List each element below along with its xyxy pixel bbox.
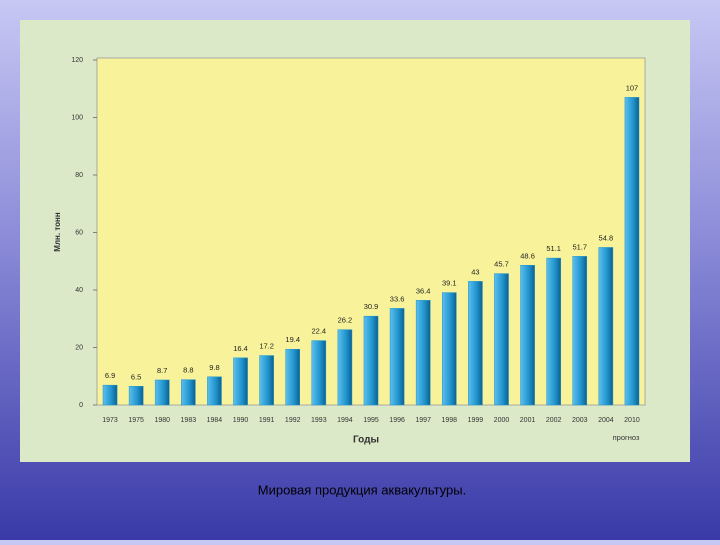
y-tick-label: 100 [71, 114, 83, 121]
bar [311, 340, 327, 406]
y-tick-label: 40 [75, 287, 83, 294]
x-tick-label: 1990 [233, 417, 249, 424]
value-label: 8.7 [157, 366, 167, 375]
value-label: 19.4 [285, 335, 300, 344]
bar [572, 256, 588, 406]
x-tick-label: 1999 [468, 417, 484, 424]
bar [598, 247, 614, 406]
bar [285, 348, 301, 406]
value-label: 17.2 [259, 342, 274, 351]
x-tick-label: 1993 [311, 417, 327, 424]
x-tick-label: 2002 [546, 417, 562, 424]
x-tick-label: 1994 [337, 417, 353, 424]
value-label: 39.1 [442, 279, 457, 288]
value-label: 43 [471, 267, 479, 276]
y-tick-label: 0 [79, 402, 83, 409]
value-label: 48.6 [520, 251, 535, 260]
value-label: 107 [626, 83, 639, 92]
value-label: 26.2 [338, 316, 353, 325]
value-label: 16.4 [233, 344, 248, 353]
x-tick-label: 1992 [285, 417, 301, 424]
value-label: 45.7 [494, 260, 509, 269]
bar [546, 257, 561, 406]
x-tick-label: 1996 [389, 417, 405, 424]
bar [102, 384, 118, 406]
bar [363, 315, 379, 406]
value-label: 51.1 [546, 244, 561, 253]
value-label: 9.8 [209, 363, 219, 372]
x-tick-label: 1973 [102, 417, 118, 424]
value-label: 6.5 [131, 372, 141, 381]
x-tick-label: 2010 [624, 417, 640, 424]
bar [207, 376, 222, 406]
bar [441, 292, 457, 406]
y-tick-label: 120 [71, 57, 83, 64]
bar [494, 273, 509, 406]
x-tick-label: 1980 [154, 417, 170, 424]
x-tick-label: 2004 [598, 417, 614, 424]
value-label: 22.4 [312, 327, 327, 336]
bar [259, 355, 274, 406]
bar [233, 357, 248, 406]
x-tick-label: 1983 [181, 417, 197, 424]
x-tick-label: 1995 [363, 417, 379, 424]
value-label: 51.7 [572, 242, 587, 251]
bar [415, 300, 431, 406]
x-tick-label: 1998 [441, 417, 457, 424]
bar [128, 386, 144, 406]
value-label: 54.8 [599, 233, 614, 242]
value-label: 8.8 [183, 366, 193, 375]
x-tick-label: 2003 [572, 417, 588, 424]
x-tick-label: 2000 [494, 417, 510, 424]
bar [154, 379, 170, 406]
value-label: 6.9 [105, 371, 115, 380]
bar [337, 329, 353, 406]
bar [624, 97, 640, 406]
bar [520, 265, 535, 406]
x-tick-label: 1991 [259, 417, 275, 424]
x-tick-label: 1984 [207, 417, 223, 424]
caption: Мировая продукция аквакультуры. [258, 482, 466, 497]
y-tick-label: 20 [75, 344, 83, 351]
annotation: прогноз [613, 433, 640, 442]
y-tick-label: 80 [75, 172, 83, 179]
value-label: 33.6 [390, 294, 405, 303]
value-label: 30.9 [364, 302, 379, 311]
bar [468, 281, 483, 406]
x-tick-label: 1975 [128, 417, 144, 424]
bar [389, 308, 405, 406]
x-tick-label: 1997 [415, 417, 431, 424]
x-axis-label: Годы [353, 435, 379, 446]
x-tick-label: 2001 [520, 417, 536, 424]
bar [181, 379, 196, 406]
value-label: 36.4 [416, 286, 431, 295]
y-tick-label: 60 [75, 229, 83, 236]
y-axis-label: Млн. тонн [53, 212, 62, 252]
